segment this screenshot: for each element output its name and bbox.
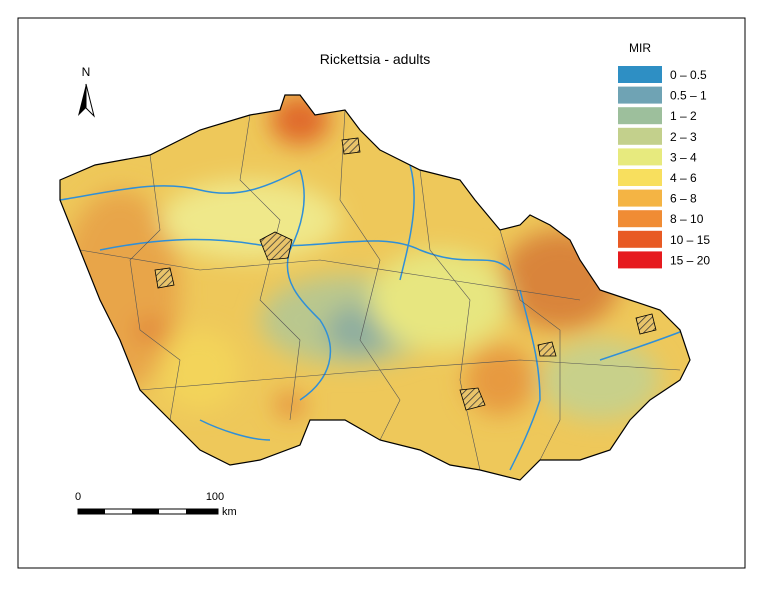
north-label: N <box>82 65 91 79</box>
north-arrow: N <box>78 65 95 118</box>
legend: 0 – 0.5 0.5 – 1 1 – 2 2 – 3 3 – 4 4 – 6 6 – 8 8… <box>618 66 710 269</box>
legend-swatch <box>618 210 662 228</box>
scale-start: 0 <box>75 491 81 503</box>
legend-swatch <box>618 86 662 104</box>
legend-swatch <box>618 107 662 125</box>
scale-bar-segment <box>78 509 105 514</box>
district-borders <box>79 109 681 471</box>
legend-label: 15 – 20 <box>670 253 710 267</box>
legend-label: 10 – 15 <box>670 233 710 247</box>
scale-bar-segment <box>132 509 159 514</box>
legend-label: 1 – 2 <box>670 109 697 123</box>
legend-swatch <box>618 127 662 145</box>
legend-label: 0 – 0.5 <box>670 68 707 82</box>
legend-label: 8 – 10 <box>670 212 704 226</box>
scale-bar-segment <box>186 509 218 514</box>
map-title: Rickettsia - adults <box>320 51 430 67</box>
scale-bar: 0 100 km <box>75 491 237 518</box>
legend-label: 6 – 8 <box>670 192 697 206</box>
legend-label: 3 – 4 <box>670 150 697 164</box>
scale-unit: km <box>222 506 237 518</box>
legend-swatch <box>618 66 662 83</box>
legend-swatch <box>618 230 662 248</box>
rivers <box>60 164 686 471</box>
legend-label: 4 – 6 <box>670 171 697 185</box>
legend-swatch <box>618 169 662 186</box>
legend-swatch <box>618 189 662 207</box>
legend-title: MIR <box>629 41 651 55</box>
legend-label: 0.5 – 1 <box>670 89 707 103</box>
legend-swatch <box>618 251 662 269</box>
frame <box>17 17 746 569</box>
scale-end: 100 <box>206 491 224 503</box>
cities <box>154 137 657 411</box>
legend-swatch <box>618 148 662 166</box>
legend-label: 2 – 3 <box>670 130 697 144</box>
north-arrow-left <box>78 84 86 116</box>
north-arrow-right <box>85 83 95 118</box>
